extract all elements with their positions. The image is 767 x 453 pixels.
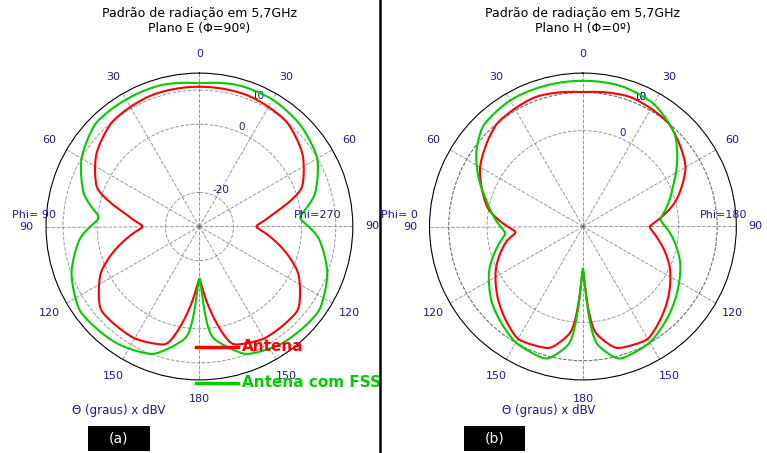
Text: Phi=180: Phi=180 bbox=[700, 210, 748, 220]
Title: Padrão de radiação em 5,7GHz
Plano H (Φ=0º): Padrão de radiação em 5,7GHz Plano H (Φ=… bbox=[486, 7, 680, 35]
Text: Antena: Antena bbox=[242, 339, 303, 354]
Text: (b): (b) bbox=[485, 431, 505, 445]
Title: Padrão de radiação em 5,7GHz
Plano E (Φ=90º): Padrão de radiação em 5,7GHz Plano E (Φ=… bbox=[102, 7, 297, 35]
Text: Θ (graus) x dBV: Θ (graus) x dBV bbox=[502, 405, 595, 418]
Text: Phi= 90: Phi= 90 bbox=[12, 210, 55, 220]
Text: Θ (graus) x dBV: Θ (graus) x dBV bbox=[72, 405, 166, 418]
Text: Phi= 0: Phi= 0 bbox=[381, 210, 418, 220]
Text: (a): (a) bbox=[109, 431, 129, 445]
Text: Phi=270: Phi=270 bbox=[294, 210, 341, 220]
Text: Antena com FSS: Antena com FSS bbox=[242, 375, 380, 390]
